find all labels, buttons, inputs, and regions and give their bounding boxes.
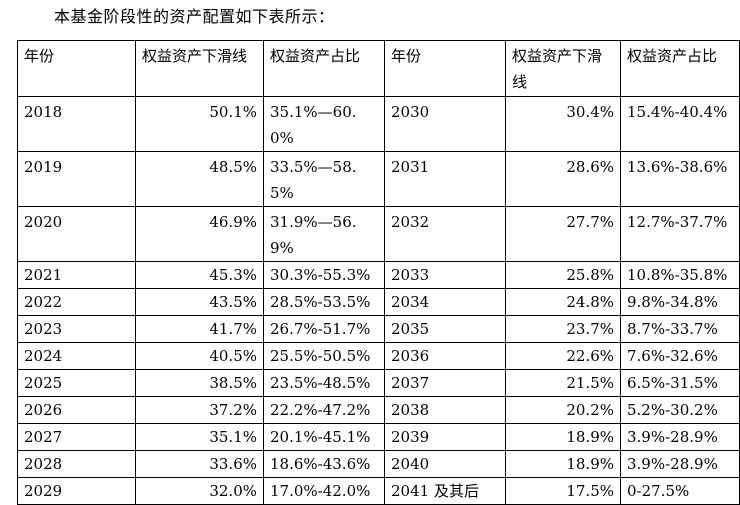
cell-year-right: 2039 (384, 423, 506, 451)
cell-year-left: 2023 (17, 315, 136, 343)
cell-glide-left: 40.5% (135, 342, 264, 370)
cell-year-left: 2018 (17, 96, 136, 152)
cell-year-left: 2022 (17, 288, 136, 316)
cell-glide-right: 18.9% (505, 423, 621, 451)
cell-glide-right: 23.7% (505, 315, 621, 343)
table-row: 2018 50.1% 35.1%—60.0% 2030 30.4% 15.4%-40.4% (17, 96, 740, 152)
cell-year-left: 2020 (17, 206, 136, 262)
cell-ratio-left: 33.5%—58.5% (263, 151, 385, 207)
header-year-right: 年份 (384, 40, 506, 97)
cell-ratio-right: 10.8%-35.8% (620, 261, 740, 289)
cell-glide-right: 22.6% (505, 342, 621, 370)
cell-glide-right: 28.6% (505, 151, 621, 207)
cell-ratio-left: 31.9%—56.9% (263, 206, 385, 262)
header-glide-right: 权益资产下滑线 (505, 40, 621, 97)
cell-year-left: 2025 (17, 369, 136, 397)
header-year-left: 年份 (17, 40, 136, 97)
cell-glide-left: 48.5% (135, 151, 264, 207)
cell-year-left: 2028 (17, 450, 136, 478)
cell-year-right: 2037 (384, 369, 506, 397)
cell-year-right: 2030 (384, 96, 506, 152)
cell-glide-left: 33.6% (135, 450, 264, 478)
cell-ratio-right: 3.9%-28.9% (620, 450, 740, 478)
cell-glide-left: 46.9% (135, 206, 264, 262)
cell-year-left: 2019 (17, 151, 136, 207)
cell-ratio-right: 9.8%-34.8% (620, 288, 740, 316)
cell-glide-right: 18.9% (505, 450, 621, 478)
cell-ratio-left: 28.5%-53.5% (263, 288, 385, 316)
cell-glide-left: 50.1% (135, 96, 264, 152)
cell-ratio-right: 13.6%-38.6% (620, 151, 740, 207)
cell-ratio-right: 3.9%-28.9% (620, 423, 740, 451)
cell-glide-left: 37.2% (135, 396, 264, 424)
cell-year-right: 2036 (384, 342, 506, 370)
cell-ratio-left: 18.6%-43.6% (263, 450, 385, 478)
cell-ratio-left: 35.1%—60.0% (263, 96, 385, 152)
cell-ratio-left: 20.1%-45.1% (263, 423, 385, 451)
cell-glide-right: 27.7% (505, 206, 621, 262)
cell-year-right: 2034 (384, 288, 506, 316)
cell-glide-right: 30.4% (505, 96, 621, 152)
cell-ratio-right: 6.5%-31.5% (620, 369, 740, 397)
table-row: 2022 43.5% 28.5%-53.5% 2034 24.8% 9.8%-34.8% (17, 288, 740, 316)
cell-ratio-right: 5.2%-30.2% (620, 396, 740, 424)
table-row: 2026 37.2% 22.2%-47.2% 2038 20.2% 5.2%-30.2% (17, 396, 740, 424)
cell-year-right: 2032 (384, 206, 506, 262)
cell-year-right: 2038 (384, 396, 506, 424)
table-row: 2020 46.9% 31.9%—56.9% 2032 27.7% 12.7%-37.7% (17, 206, 740, 262)
table-row: 2024 40.5% 25.5%-50.5% 2036 22.6% 7.6%-32.6% (17, 342, 740, 370)
cell-year-left: 2021 (17, 261, 136, 289)
cell-ratio-left: 17.0%-42.0% (263, 477, 385, 505)
cell-glide-left: 43.5% (135, 288, 264, 316)
table-row: 2021 45.3% 30.3%-55.3% 2033 25.8% 10.8%-35.8% (17, 261, 740, 289)
cell-ratio-right: 12.7%-37.7% (620, 206, 740, 262)
cell-year-left: 2029 (17, 477, 136, 505)
cell-year-left: 2026 (17, 396, 136, 424)
cell-year-right: 2035 (384, 315, 506, 343)
cell-ratio-right: 7.6%-32.6% (620, 342, 740, 370)
header-row: 年份 权益资产下滑线 权益资产占比 年份 权益资产下滑线 权益资产占比 (17, 40, 740, 97)
allocation-table: 年份 权益资产下滑线 权益资产占比 年份 权益资产下滑线 权益资产占比 2018… (17, 40, 740, 505)
cell-year-right: 2040 (384, 450, 506, 478)
table-row: 2029 32.0% 17.0%-42.0% 2041 及其后 17.5% 0-27.5% (17, 477, 740, 505)
table-row: 2025 38.5% 23.5%-48.5% 2037 21.5% 6.5%-31.5% (17, 369, 740, 397)
cell-ratio-left: 30.3%-55.3% (263, 261, 385, 289)
header-ratio-right: 权益资产占比 (620, 40, 740, 97)
cell-year-left: 2024 (17, 342, 136, 370)
header-glide-left: 权益资产下滑线 (135, 40, 264, 97)
cell-ratio-left: 26.7%-51.7% (263, 315, 385, 343)
cell-glide-left: 38.5% (135, 369, 264, 397)
cell-year-left: 2027 (17, 423, 136, 451)
header-ratio-left: 权益资产占比 (263, 40, 385, 97)
cell-glide-right: 21.5% (505, 369, 621, 397)
table-row: 2028 33.6% 18.6%-43.6% 2040 18.9% 3.9%-28.9% (17, 450, 740, 478)
cell-year-right: 2041 及其后 (384, 477, 506, 505)
cell-glide-right: 25.8% (505, 261, 621, 289)
cell-ratio-left: 25.5%-50.5% (263, 342, 385, 370)
cell-glide-left: 35.1% (135, 423, 264, 451)
cell-ratio-left: 23.5%-48.5% (263, 369, 385, 397)
intro-text: 本基金阶段性的资产配置如下表所示： (54, 7, 335, 26)
table-row: 2023 41.7% 26.7%-51.7% 2035 23.7% 8.7%-33.7% (17, 315, 740, 343)
cell-ratio-right: 15.4%-40.4% (620, 96, 740, 152)
cell-ratio-right: 0-27.5% (620, 477, 740, 505)
cell-year-right: 2031 (384, 151, 506, 207)
cell-glide-left: 41.7% (135, 315, 264, 343)
cell-glide-right: 24.8% (505, 288, 621, 316)
table-row: 2027 35.1% 20.1%-45.1% 2039 18.9% 3.9%-28.9% (17, 423, 740, 451)
cell-ratio-right: 8.7%-33.7% (620, 315, 740, 343)
table-row: 2019 48.5% 33.5%—58.5% 2031 28.6% 13.6%-38.6% (17, 151, 740, 207)
cell-glide-left: 32.0% (135, 477, 264, 505)
cell-ratio-left: 22.2%-47.2% (263, 396, 385, 424)
cell-glide-right: 20.2% (505, 396, 621, 424)
cell-year-right: 2033 (384, 261, 506, 289)
cell-glide-right: 17.5% (505, 477, 621, 505)
cell-glide-left: 45.3% (135, 261, 264, 289)
